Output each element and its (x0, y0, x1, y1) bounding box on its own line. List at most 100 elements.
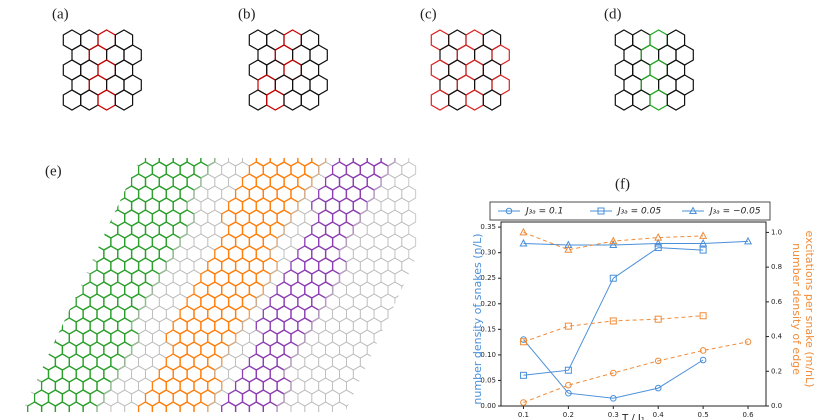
hexagon (62, 89, 82, 111)
panel-label: (f) (615, 176, 630, 192)
marker (519, 227, 528, 236)
hexagon (248, 89, 268, 111)
hexagon (62, 197, 77, 215)
hexagon (373, 353, 389, 371)
hexagon (41, 257, 56, 275)
hexagon (22, 173, 35, 191)
hexagon (0, 258, 14, 274)
hexagon (7, 318, 21, 334)
hexagon (7, 198, 21, 214)
hexagon (248, 401, 264, 412)
hexagon (0, 282, 14, 298)
hexagon (0, 234, 14, 250)
hexagon (54, 401, 70, 412)
y-tick-label: 0.05 (480, 376, 496, 384)
panel-label: (a) (52, 6, 69, 22)
hexagon (373, 401, 389, 412)
hexagon (262, 401, 278, 412)
hexagon (22, 317, 35, 335)
hexagon (22, 365, 35, 383)
marker (654, 315, 662, 323)
hexagon (22, 293, 35, 311)
hexagon (0, 270, 7, 286)
hexagon (0, 402, 14, 418)
hexagon (193, 401, 209, 412)
hexagon (41, 233, 56, 251)
hexagon (380, 341, 396, 359)
hexagon (401, 329, 417, 347)
hexagon (22, 233, 29, 251)
hexagon (465, 89, 484, 111)
hexagon (34, 341, 49, 359)
y2-tick-label: 0.8 (771, 263, 782, 271)
marker (609, 369, 617, 377)
hexagon (0, 294, 7, 310)
hexagon (387, 305, 403, 323)
hexagon (96, 161, 112, 179)
hexagon (62, 158, 77, 167)
hexagon (22, 209, 29, 227)
hexagon (0, 198, 7, 214)
hexagon (55, 185, 70, 203)
hexagon (7, 174, 21, 190)
hexagon (27, 401, 43, 412)
hexagon (0, 222, 7, 238)
hexagon (82, 233, 98, 251)
hexagon (0, 246, 7, 262)
hexagon (0, 186, 14, 202)
legend-label: J₃ₐ = 0.1 (524, 207, 563, 217)
hexagon (7, 294, 21, 310)
marker (699, 246, 707, 254)
hexagon (380, 389, 396, 407)
hexagon (22, 245, 35, 263)
hexagon (137, 401, 154, 412)
marker (744, 236, 753, 245)
hexagon (387, 401, 403, 412)
hexagon (394, 293, 410, 311)
hexagon (27, 281, 42, 299)
hexagon (110, 161, 126, 179)
hexagon (7, 270, 21, 286)
marker (565, 389, 572, 397)
hexagon (62, 269, 77, 287)
chart: 0.1 0.2 0.3 0.4 0.5 0.6 0.00 0.05 0.10 0.15 0.20 0.… (471, 201, 816, 420)
hexagon (22, 158, 35, 167)
marker (654, 233, 663, 241)
x-tick-label: 0.5 (698, 411, 709, 419)
marker (519, 238, 528, 247)
hexagon (165, 401, 181, 412)
hexagon (62, 173, 77, 191)
hexagon (22, 377, 29, 395)
hexagon (614, 89, 634, 111)
hexagon (482, 89, 502, 111)
y-tick-label: 0.10 (480, 351, 496, 359)
hexagon (75, 245, 91, 263)
marker (609, 240, 618, 248)
hexagon (7, 366, 21, 382)
hexagon (27, 329, 42, 347)
marker (505, 207, 513, 215)
hexagon (103, 158, 119, 167)
hexagon (82, 401, 98, 412)
hexagon (304, 401, 320, 412)
marker (699, 356, 707, 364)
marker (519, 338, 527, 346)
series-line (523, 231, 704, 251)
y-tick-label: 0.30 (480, 249, 496, 257)
hexagon (75, 173, 91, 191)
hexagon (55, 233, 70, 251)
hexagon (7, 246, 21, 262)
hexagon (22, 341, 35, 359)
hexagon (41, 281, 56, 299)
hexagon (96, 209, 112, 227)
hexagon (22, 221, 35, 239)
marker (609, 274, 617, 282)
hexagon (41, 185, 56, 203)
legend-box (489, 201, 771, 221)
hexagon (0, 174, 7, 190)
hexagon (666, 89, 686, 111)
x-tick-label: 0.3 (608, 411, 619, 419)
hexagon (48, 269, 63, 287)
y-tick-label: 0.00 (480, 402, 496, 410)
hexagon (41, 305, 56, 323)
